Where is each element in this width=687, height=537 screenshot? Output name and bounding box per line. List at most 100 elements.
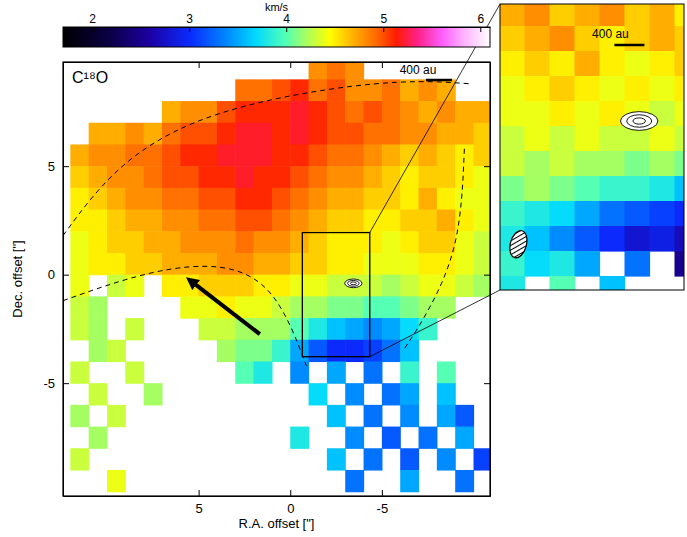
velocity-cell [455, 123, 474, 145]
velocity-cell [550, 201, 576, 227]
plot-area [63, 62, 490, 492]
tick-label: 2 [89, 12, 96, 26]
velocity-cell [650, 126, 676, 152]
velocity-cell [650, 51, 676, 77]
velocity-cell [235, 210, 254, 232]
velocity-cell [382, 296, 401, 318]
cavity-outline [63, 82, 469, 236]
velocity-cell [675, 26, 685, 52]
tick [290, 62, 291, 68]
velocity-cell [364, 253, 383, 275]
velocity-cell [70, 448, 89, 470]
velocity-cell [550, 26, 576, 52]
colorbar-title: km/s [265, 1, 289, 13]
velocity-cell [272, 79, 291, 101]
velocity-cell [254, 340, 273, 362]
velocity-cell [327, 318, 346, 340]
velocity-cell [455, 470, 474, 492]
velocity-cell [437, 383, 456, 405]
velocity-cell [327, 79, 346, 101]
axis-line [64, 496, 491, 497]
velocity-cell [500, 151, 525, 177]
velocity-cell [125, 275, 144, 297]
velocity-cell [400, 166, 419, 188]
velocity-cell [217, 253, 236, 275]
velocity-cell [437, 144, 456, 166]
velocity-cell [309, 166, 328, 188]
tick: 5 [380, 12, 387, 32]
velocity-cell [437, 253, 456, 275]
velocity-cell [575, 4, 601, 27]
velocity-cell [309, 144, 328, 166]
colorbar-frame [63, 27, 490, 47]
velocity-cell [474, 275, 490, 297]
axis-line [63, 63, 64, 497]
tick: -5 [377, 490, 389, 516]
tick: 5 [48, 159, 69, 174]
velocity-cell [650, 4, 676, 27]
velocity-cell [400, 101, 419, 123]
velocity-cell [600, 151, 626, 177]
velocity-cell [89, 340, 108, 362]
velocity-cell [364, 210, 383, 232]
velocity-cell [290, 275, 309, 297]
velocity-cell [180, 210, 199, 232]
velocity-cell [575, 201, 601, 227]
velocity-cell [419, 166, 438, 188]
tick [382, 62, 383, 68]
velocity-cell [70, 361, 89, 383]
velocity-cell [600, 51, 626, 77]
velocity-cell [290, 296, 309, 318]
velocity-cell [162, 231, 181, 253]
velocity-cell [455, 231, 474, 253]
velocity-cell [345, 383, 364, 405]
velocity-cell [180, 144, 199, 166]
velocity-cell [550, 76, 576, 102]
velocity-cell [309, 253, 328, 275]
protostar-contour [348, 280, 360, 286]
velocity-cell [162, 275, 181, 297]
velocity-cell [400, 275, 419, 297]
velocity-cell [650, 176, 676, 202]
velocity-cell [217, 101, 236, 123]
velocity-cell [162, 166, 181, 188]
velocity-cell [550, 176, 576, 202]
velocity-cell [327, 405, 346, 427]
tick-label: 4 [283, 12, 290, 26]
velocity-cell [455, 405, 474, 427]
outflow-arrow [191, 281, 260, 334]
tick [484, 275, 490, 276]
tick-mark [484, 383, 490, 384]
velocity-cell [400, 188, 419, 210]
velocity-cell [309, 340, 328, 362]
velocity-cell [125, 210, 144, 232]
panel-title: C¹⁸O [72, 69, 108, 86]
velocity-cell [600, 201, 626, 227]
velocity-cell [437, 296, 456, 318]
velocity-cell [309, 296, 328, 318]
velocity-cell [437, 101, 456, 123]
velocity-cell [550, 101, 576, 127]
velocity-cell [272, 296, 291, 318]
velocity-cell [600, 76, 626, 102]
figure: 50-5-505R.A. offset ["]Dec. offset ["]C¹… [0, 0, 687, 537]
velocity-cell [89, 253, 108, 275]
velocity-cell [345, 231, 364, 253]
velocity-cell [125, 361, 144, 383]
velocity-cell [382, 275, 401, 297]
velocity-cell [125, 318, 144, 340]
velocity-cell [500, 126, 525, 152]
velocity-cell [364, 101, 383, 123]
tick-mark [484, 275, 490, 276]
tick-label: 3 [186, 12, 193, 26]
velocity-cell [345, 144, 364, 166]
velocity-cell [290, 188, 309, 210]
velocity-cell [345, 470, 364, 492]
velocity-cell [290, 340, 309, 362]
velocity-cell [180, 253, 199, 275]
velocity-cell [364, 405, 383, 427]
velocity-cell [217, 166, 236, 188]
cavity-outline [405, 149, 465, 349]
scale-bar-label: 400 au [400, 63, 437, 77]
velocity-cell [327, 101, 346, 123]
